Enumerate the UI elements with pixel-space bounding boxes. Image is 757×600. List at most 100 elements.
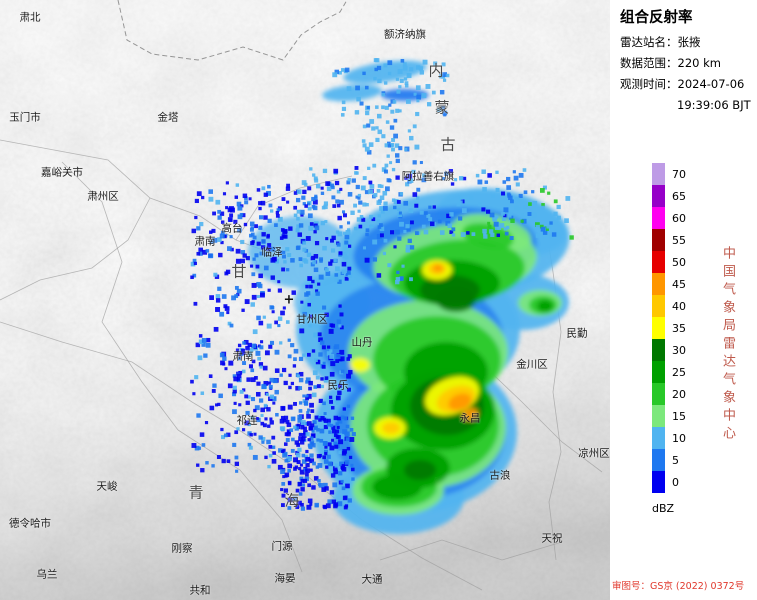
echo-speckle xyxy=(318,483,324,488)
legend-swatch xyxy=(652,449,665,471)
echo-speckle xyxy=(209,230,213,234)
echo-speckle xyxy=(406,227,411,232)
echo-speckle xyxy=(332,482,338,488)
echo-speckle xyxy=(355,184,360,190)
echo-speckle xyxy=(227,383,233,389)
echo-speckle xyxy=(246,377,251,382)
echo-speckle xyxy=(217,286,222,291)
echo-speckle xyxy=(386,154,390,158)
echo-speckle xyxy=(263,265,269,271)
echo-speckle xyxy=(448,169,453,174)
echo-speckle xyxy=(493,221,499,227)
echo-speckle xyxy=(281,197,286,201)
echo-speckle xyxy=(283,380,288,386)
echo-speckle xyxy=(274,320,278,325)
echo-speckle xyxy=(222,192,227,196)
echo-speckle xyxy=(263,380,269,386)
echo-speckle xyxy=(390,230,395,235)
echo-speckle xyxy=(318,398,323,403)
echo-speckle xyxy=(407,238,412,243)
echo-speckle xyxy=(212,383,217,388)
echo-speckle xyxy=(237,356,241,361)
echo-speckle xyxy=(351,467,355,472)
echo-speckle xyxy=(302,241,306,245)
legend-value: 45 xyxy=(672,277,686,291)
echo-speckle xyxy=(373,58,378,63)
echo-speckle xyxy=(327,442,332,447)
echo-speckle xyxy=(217,215,222,220)
echo-speckle xyxy=(283,415,289,420)
echo-speckle xyxy=(293,213,298,218)
echo-speckle xyxy=(306,414,311,419)
echo-speckle xyxy=(330,259,334,263)
echo-speckle xyxy=(372,239,378,245)
echo-speckle xyxy=(287,506,292,510)
echo-speckle xyxy=(338,251,343,255)
echo-speckle xyxy=(330,248,336,253)
echo-speckle xyxy=(407,173,413,179)
echo-blob xyxy=(436,288,476,312)
echo-speckle xyxy=(542,230,548,235)
echo-speckle xyxy=(528,202,532,206)
echo-speckle xyxy=(302,353,306,357)
echo-speckle xyxy=(336,189,341,194)
echo-speckle xyxy=(391,147,395,152)
echo-speckle xyxy=(547,191,551,195)
echo-speckle xyxy=(369,184,375,189)
echo-speckle xyxy=(506,225,510,230)
echo-speckle xyxy=(258,206,262,211)
echo-speckle xyxy=(208,196,214,202)
echo-speckle xyxy=(300,487,305,492)
echo-speckle xyxy=(344,255,349,260)
boundary-line xyxy=(177,429,303,573)
echo-speckle xyxy=(331,499,337,504)
echo-speckle xyxy=(341,261,347,267)
echo-speckle xyxy=(354,226,358,231)
echo-speckle xyxy=(531,212,537,218)
product-title: 组合反射率 xyxy=(620,10,693,26)
echo-speckle xyxy=(268,384,273,389)
echo-speckle xyxy=(387,263,392,268)
legend-value: 70 xyxy=(672,167,686,181)
echo-speckle xyxy=(296,189,302,195)
echo-speckle xyxy=(426,213,431,218)
echo-speckle xyxy=(395,153,400,158)
echo-speckle xyxy=(198,334,203,338)
echo-speckle xyxy=(343,231,347,235)
echo-speckle xyxy=(237,343,242,348)
echo-speckle xyxy=(344,431,350,437)
echo-speckle xyxy=(340,479,344,484)
echo-speckle xyxy=(287,468,291,473)
echo-speckle xyxy=(416,65,421,70)
echo-speckle xyxy=(292,496,298,502)
echo-speckle xyxy=(242,361,247,365)
echo-speckle xyxy=(308,324,312,328)
echo-speckle xyxy=(287,354,292,359)
echo-speckle xyxy=(256,241,261,246)
echo-speckle xyxy=(405,247,411,253)
echo-speckle xyxy=(251,294,257,300)
echo-speckle xyxy=(303,430,308,435)
echo-speckle xyxy=(333,433,338,437)
echo-speckle xyxy=(298,223,304,228)
echo-speckle xyxy=(326,452,331,457)
echo-speckle xyxy=(339,325,344,330)
echo-speckle xyxy=(546,223,552,229)
echo-speckle xyxy=(305,456,310,462)
echo-speckle xyxy=(287,338,291,342)
echo-speckle xyxy=(245,400,250,405)
echo-speckle xyxy=(266,439,271,445)
echo-speckle xyxy=(293,401,297,406)
echo-speckle xyxy=(235,469,239,473)
echo-speckle xyxy=(266,246,271,251)
echo-speckle xyxy=(460,232,466,237)
echo-speckle xyxy=(327,461,333,467)
echo-speckle xyxy=(298,467,302,471)
product-info: 雷达站名：张掖 数据范围：220 km 观测时间：2024-07-06 19:3… xyxy=(620,32,751,116)
echo-speckle xyxy=(490,232,495,238)
echo-speckle xyxy=(510,199,514,204)
echo-speckle xyxy=(509,215,514,220)
echo-speckle xyxy=(213,326,219,332)
echo-speckle xyxy=(232,409,237,415)
echo-speckle xyxy=(415,85,421,91)
